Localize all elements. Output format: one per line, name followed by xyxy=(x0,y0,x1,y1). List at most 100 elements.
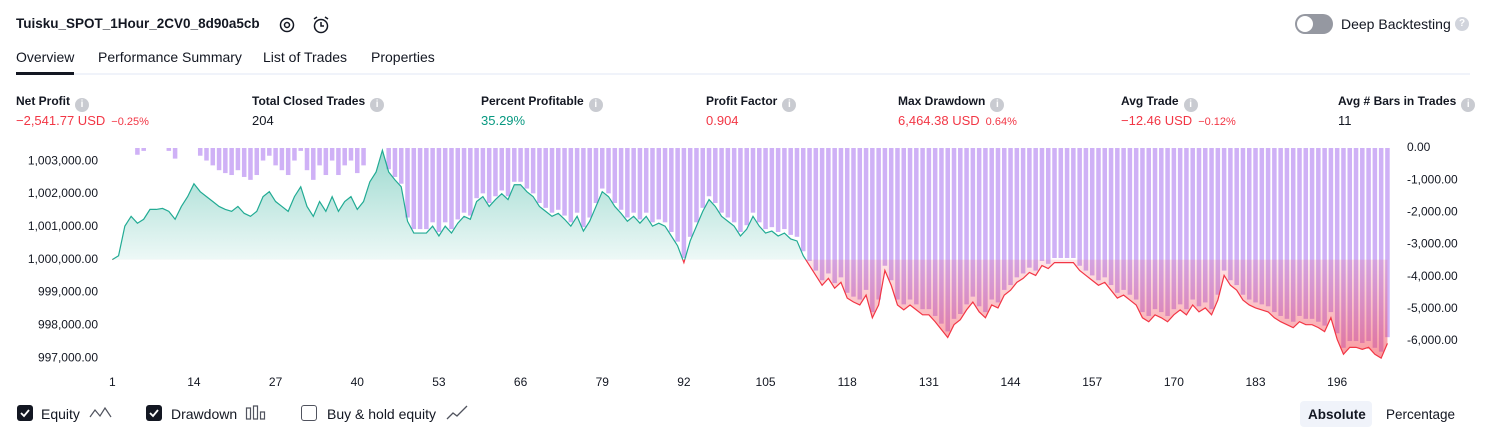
y-tick-label: 1,002,000.00 xyxy=(28,186,98,200)
legend-buy-hold: Buy & hold equity xyxy=(327,406,436,422)
drawdown-bar xyxy=(1152,148,1158,310)
drawdown-bar xyxy=(1322,148,1327,326)
drawdown-bar xyxy=(505,148,511,197)
metric-number: 6,464.38 USD xyxy=(898,113,980,128)
tab[interactable]: Performance Summary xyxy=(98,49,242,65)
y2-tick-label: -2,000.00 xyxy=(1407,205,1458,219)
drawdown-bar xyxy=(1272,148,1277,313)
drawdown-bar xyxy=(725,148,731,218)
help-icon[interactable]: ? xyxy=(1455,17,1469,31)
drawdown-bar xyxy=(336,148,341,176)
drawdown-bar xyxy=(348,148,354,161)
info-icon[interactable]: i xyxy=(1183,98,1198,112)
x-tick-label: 79 xyxy=(596,375,610,389)
drawdown-bar xyxy=(1215,148,1221,295)
drawdown-bar xyxy=(1385,148,1390,338)
drawdown-bar xyxy=(1071,148,1076,259)
drawdown-bars xyxy=(135,148,1390,352)
drawdown-bar xyxy=(581,148,586,228)
drawdown-bar xyxy=(1140,148,1145,313)
drawdown-bar xyxy=(512,148,517,182)
y2-tick-label: -6,000.00 xyxy=(1407,333,1458,347)
drawdown-bar xyxy=(468,148,473,216)
x-tick-label: 118 xyxy=(838,375,857,389)
x-tick-label: 183 xyxy=(1246,375,1266,389)
metric-value: −2,541.77 USD −0.25% xyxy=(16,113,149,128)
drawdown-bar xyxy=(166,148,172,151)
drawdown-bar xyxy=(1133,148,1139,300)
drawdown-bar xyxy=(599,148,605,189)
deep-backtesting-switch[interactable] xyxy=(1295,14,1333,34)
drawdown-bar xyxy=(172,148,178,159)
tab[interactable]: List of Trades xyxy=(263,49,348,65)
drawdown-bar xyxy=(311,148,316,180)
drawdown-bar xyxy=(932,148,938,316)
x-tick-label: 131 xyxy=(919,375,939,389)
drawdown-bar xyxy=(1165,148,1170,316)
drawdown-bar xyxy=(197,148,203,156)
absolute-button-bg xyxy=(1300,401,1372,427)
metric-percent: −0.12% xyxy=(1198,116,1236,128)
drawdown-bar xyxy=(1334,148,1340,334)
info-icon[interactable]: i xyxy=(782,98,797,112)
drawdown-bar xyxy=(1203,148,1208,303)
drawdown-bar xyxy=(1033,148,1038,271)
drawdown-bar xyxy=(248,148,253,180)
drawdown-bar xyxy=(983,148,988,313)
drawdown-bar xyxy=(411,148,417,230)
drawdown-bar xyxy=(1115,148,1120,293)
drawdown-bar xyxy=(1159,148,1164,313)
drawdown-bar xyxy=(1008,148,1013,286)
drawdown-bar xyxy=(279,148,285,171)
drawdown-bar xyxy=(618,148,624,210)
strategy-title: Tuisku_SPOT_1Hour_2CV0_8d90a5cb xyxy=(16,16,260,31)
legend-equity: Equity xyxy=(41,406,80,422)
drawdown-bar xyxy=(1228,148,1233,281)
drawdown-bar xyxy=(574,148,580,213)
y2-tick-label: -1,000.00 xyxy=(1407,172,1458,186)
drawdown-bar xyxy=(826,148,831,274)
metric-percent: −0.25% xyxy=(111,116,149,128)
tab[interactable]: Overview xyxy=(16,49,75,65)
drawdown-bar xyxy=(1196,148,1202,307)
drawdown-bar xyxy=(606,148,611,194)
info-icon[interactable]: i xyxy=(370,98,385,112)
drawdown-bar xyxy=(800,148,806,252)
drawdown-bar xyxy=(650,148,655,223)
drawdown-bar xyxy=(518,148,523,182)
drawdown-bar xyxy=(901,148,907,305)
equity-checkbox[interactable] xyxy=(17,405,33,421)
drawdown-bar xyxy=(361,148,366,166)
drawdown-bar xyxy=(1240,148,1246,295)
info-icon[interactable]: i xyxy=(75,98,89,112)
drawdown-bar xyxy=(417,148,423,230)
info-icon[interactable]: i xyxy=(1461,98,1476,112)
drawdown-bar xyxy=(386,148,391,170)
drawdown-bar xyxy=(1360,148,1365,343)
absolute-button[interactable]: Absolute xyxy=(1308,407,1366,422)
tab[interactable]: Properties xyxy=(371,49,435,65)
y2-tick-label: -4,000.00 xyxy=(1407,269,1458,283)
drawdown-bar xyxy=(1052,148,1057,259)
info-icon[interactable]: i xyxy=(588,98,603,112)
drawdown-bar xyxy=(530,148,536,194)
metric-value: −12.46 USD −0.12% xyxy=(1121,113,1236,128)
drawdown-bar xyxy=(267,148,272,156)
drawdown-bar xyxy=(788,148,793,235)
y2-tick-label: -3,000.00 xyxy=(1407,237,1458,251)
drawdown-bar xyxy=(141,148,146,151)
buy-hold-checkbox[interactable] xyxy=(301,405,317,421)
drawdown-bar xyxy=(1184,148,1189,310)
drawdown-bar xyxy=(700,148,706,208)
drawdown-bar xyxy=(926,148,932,310)
drawdown-bar xyxy=(687,148,693,237)
x-tick-label: 66 xyxy=(514,375,528,389)
drawdown-bar xyxy=(807,148,812,261)
drawdown-bar xyxy=(235,148,241,171)
x-tick-label: 27 xyxy=(269,375,283,389)
drawdown-bar xyxy=(474,148,479,199)
drawdown-checkbox[interactable] xyxy=(146,405,162,421)
x-tick-label: 144 xyxy=(1001,375,1021,389)
percentage-button[interactable]: Percentage xyxy=(1386,407,1456,422)
info-icon[interactable]: i xyxy=(990,98,1005,112)
